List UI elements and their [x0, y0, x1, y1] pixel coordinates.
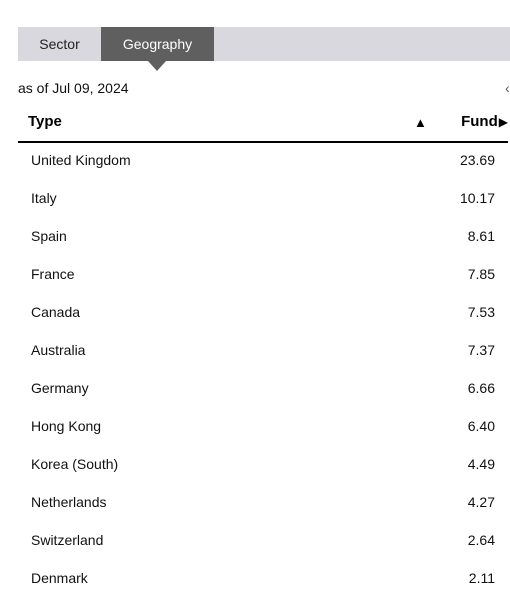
table-row: France 7.85 — [18, 256, 508, 294]
row-fund-value: 8.61 — [467, 228, 495, 244]
row-fund-value: 6.66 — [467, 380, 495, 396]
row-fund-value: 4.49 — [467, 456, 495, 472]
row-country: Italy — [31, 190, 57, 206]
table-row: Canada 7.53 — [18, 294, 508, 332]
table-row: Denmark 2.11 — [18, 560, 508, 598]
table-body: United Kingdom 23.69 Italy 10.17 Spain 8… — [18, 142, 508, 598]
sort-ascending-icon[interactable]: ▲ — [414, 115, 427, 130]
table-row: Hong Kong 6.40 — [18, 408, 508, 446]
column-header-fund[interactable]: Fund▶ — [461, 113, 508, 130]
table-row: Germany 6.66 — [18, 370, 508, 408]
row-country: Spain — [31, 228, 67, 244]
table-row: United Kingdom 23.69 — [18, 142, 508, 180]
row-country: Canada — [31, 304, 81, 320]
table-row: Switzerland 2.64 — [18, 522, 508, 560]
row-country: Australia — [31, 342, 86, 358]
truncated-edge-icon: ‹ — [505, 80, 510, 96]
row-country: Hong Kong — [31, 418, 102, 434]
row-country: Denmark — [31, 570, 88, 586]
row-fund-value: 2.11 — [468, 570, 495, 586]
row-country: United Kingdom — [31, 152, 131, 168]
row-country: Switzerland — [31, 532, 104, 548]
row-fund-value: 2.64 — [467, 532, 495, 548]
row-country: Netherlands — [31, 494, 107, 510]
row-country: France — [31, 266, 75, 282]
row-country: Korea (South) — [31, 456, 119, 472]
table-row: Spain 8.61 — [18, 218, 508, 256]
row-fund-value: 7.37 — [467, 342, 495, 358]
as-of-date: as of Jul 09, 2024 — [18, 80, 129, 96]
row-fund-value: 10.17 — [459, 190, 495, 206]
table-row: Netherlands 4.27 — [18, 484, 508, 522]
table-row: Australia 7.37 — [18, 332, 508, 370]
play-right-icon: ▶ — [498, 115, 508, 129]
tab-geography-label: Geography — [122, 36, 193, 52]
table-header: Type ▲ Fund▶ — [18, 108, 508, 143]
row-fund-value: 7.53 — [467, 304, 495, 320]
active-tab-pointer-icon — [148, 61, 166, 71]
row-fund-value: 6.40 — [467, 418, 495, 434]
table-row: Korea (South) 4.49 — [18, 446, 508, 484]
row-fund-value: 4.27 — [467, 494, 495, 510]
row-fund-value: 23.69 — [459, 152, 495, 168]
row-fund-value: 7.85 — [467, 266, 495, 282]
tab-geography[interactable]: Geography — [101, 27, 214, 71]
column-header-type[interactable]: Type — [28, 113, 62, 130]
column-header-fund-label: Fund — [461, 113, 498, 130]
tab-sector[interactable]: Sector — [39, 36, 80, 52]
tab-bar: Sector Geography — [18, 27, 510, 71]
row-country: Germany — [31, 380, 89, 396]
table-row: Italy 10.17 — [18, 180, 508, 218]
